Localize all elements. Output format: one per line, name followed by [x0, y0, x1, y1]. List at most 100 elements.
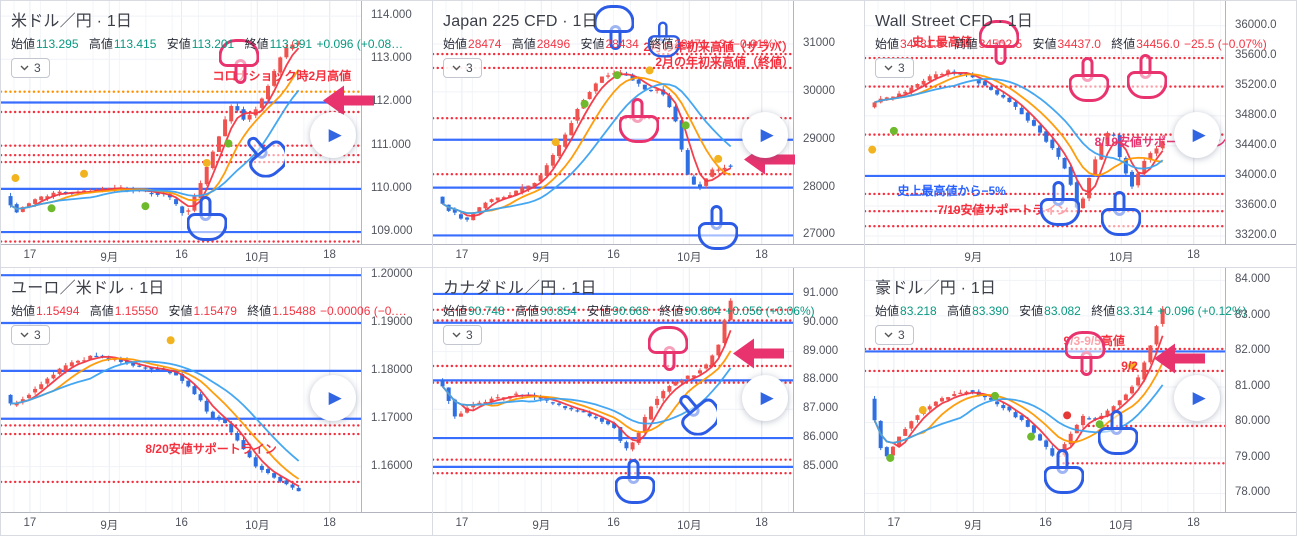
candlestick — [982, 395, 987, 398]
candlestick — [1001, 94, 1006, 98]
play-button[interactable]: ▶ — [310, 374, 357, 421]
candlestick — [20, 399, 25, 403]
candlestick — [259, 98, 264, 108]
price-tick: 1.18000 — [371, 363, 413, 376]
candlestick — [1117, 400, 1122, 406]
indicators-badge[interactable]: 3 — [875, 58, 914, 78]
time-axis[interactable]: 17 9月 16 10月 18 — [1, 512, 432, 535]
price-axis[interactable]: 31000 30000 29000 28000 27000 — [793, 1, 864, 245]
candlestick — [648, 89, 653, 92]
candlestick — [933, 401, 938, 406]
price-axis[interactable]: 1.20000 1.19000 1.18000 1.17000 1.16000 — [361, 268, 432, 513]
chart-canvas — [1, 1, 362, 245]
indicator-dot — [868, 145, 877, 154]
hand-down-stamp[interactable] — [1064, 331, 1106, 382]
hand-up-stamp[interactable] — [1126, 54, 1168, 105]
play-button[interactable]: ▶ — [310, 112, 357, 159]
candlestick — [710, 355, 715, 366]
candlestick — [82, 190, 87, 192]
time-tick: 10月 — [1109, 520, 1134, 532]
candlestick — [989, 397, 994, 400]
moving-average-line — [10, 47, 300, 210]
price-tick: 33600.0 — [1235, 198, 1277, 211]
indicator-dot — [889, 126, 898, 135]
candlestick — [946, 70, 951, 75]
chart-plot[interactable]: コロナショック時2月高値 ▶ — [1, 1, 374, 246]
candlestick — [186, 380, 191, 387]
hand-up-stamp[interactable] — [1039, 180, 1081, 231]
candlestick — [958, 392, 963, 394]
candlestick — [458, 214, 463, 219]
price-axis[interactable]: 84.000 83.000 82.000 81.000 80.000 79.000 78.0… — [1225, 268, 1296, 513]
indicators-badge[interactable]: 3 — [875, 325, 914, 345]
time-axis[interactable]: 17 9月 16 10月 18 — [433, 512, 864, 535]
thumb-up-stamp[interactable] — [245, 132, 288, 183]
chart-panel: 9/3-9/5高値9/2▶ 84.00083.00082.00081.00080… — [865, 268, 1296, 535]
candlestick — [642, 417, 647, 433]
candlestick — [1031, 120, 1036, 126]
chart-annotation: 史上最高値 — [911, 34, 972, 49]
chart-plot[interactable]: ▶ — [433, 268, 794, 513]
indicators-badge[interactable]: 3 — [11, 58, 50, 78]
play-button[interactable]: ▶ — [1174, 374, 1221, 421]
hand-up-stamp[interactable] — [1100, 190, 1142, 241]
hand-up-stamp[interactable] — [618, 98, 660, 149]
arrow-left-stamp[interactable] — [1152, 342, 1206, 381]
hand-up-stamp[interactable] — [1043, 448, 1085, 499]
candlestick — [698, 370, 703, 374]
play-icon: ▶ — [328, 125, 342, 145]
candlestick — [45, 378, 50, 384]
candlestick — [1105, 410, 1110, 416]
price-axis[interactable]: 114.000 113.000 112.000 111.000 110.000 109.0… — [361, 1, 432, 245]
play-button[interactable]: ▶ — [742, 112, 789, 159]
time-axis[interactable]: 17 9月 16 10月 18 — [865, 512, 1296, 535]
hand-down-stamp[interactable] — [978, 19, 1020, 70]
indicators-badge[interactable]: 3 — [443, 58, 482, 78]
hand-down-stamp[interactable] — [218, 39, 260, 90]
indicators-badge[interactable]: 3 — [443, 325, 482, 345]
hand-down-stamp[interactable] — [647, 326, 689, 377]
play-button[interactable]: ▶ — [1174, 112, 1221, 159]
hand-down-stamp[interactable] — [593, 5, 634, 56]
candlestick — [296, 487, 301, 492]
chevron-down-icon — [452, 65, 461, 71]
time-axis[interactable]: 17 9月 16 10月 18 — [433, 244, 864, 267]
time-axis[interactable]: 17 9月 16 10月 18 — [1, 244, 432, 267]
candlestick — [970, 390, 975, 392]
candlestick — [685, 375, 690, 379]
candlestick — [507, 195, 512, 198]
chart-plot[interactable]: 8/20安値サポートライン ▶ — [1, 268, 362, 513]
hand-up-stamp[interactable] — [1097, 409, 1139, 460]
candlestick — [51, 374, 56, 379]
candlestick — [575, 108, 580, 121]
time-tick: 17 — [455, 249, 469, 261]
arrow-left-stamp[interactable] — [321, 84, 375, 123]
candlestick — [45, 196, 50, 199]
chart-plot[interactable]: 2月の年初来高値（ザラバ）2月の年初来高値（終値）29000▶ — [433, 1, 795, 251]
hand-up-stamp[interactable] — [614, 458, 656, 509]
indicator-dot — [141, 202, 150, 211]
time-axis[interactable]: 9月 10月 18 — [865, 244, 1296, 267]
hand-up-stamp[interactable] — [647, 21, 681, 64]
indicator-dot — [714, 154, 723, 163]
hand-up-stamp[interactable] — [697, 205, 739, 256]
hand-up-stamp[interactable] — [186, 195, 228, 246]
play-button[interactable]: ▶ — [742, 374, 789, 421]
hand-up-stamp[interactable] — [1068, 56, 1110, 107]
candlestick — [728, 165, 733, 167]
price-axis[interactable]: 36000.0 35600.0 35200.0 34800.0 34400.0 34000… — [1225, 1, 1296, 245]
chart-plot[interactable]: 9/3-9/5高値9/2▶ — [865, 268, 1226, 513]
candlestick — [679, 120, 684, 150]
price-axis[interactable]: 91.000 90.000 89.000 88.000 87.000 86.000 85.0… — [793, 268, 864, 513]
candlestick — [544, 399, 549, 401]
arrow-left-stamp[interactable] — [731, 337, 785, 376]
candlestick — [722, 320, 727, 344]
thumb-up-stamp[interactable] — [677, 390, 720, 441]
moving-average-line — [441, 367, 732, 425]
indicators-badge[interactable]: 3 — [11, 325, 50, 345]
candlestick — [691, 375, 696, 378]
chart-plot[interactable]: 史上最高値 8/19安値サポートライン 史上最高値から−5% 7/19安値サポートライ… — [865, 1, 1226, 245]
candlestick — [995, 401, 1000, 405]
time-tick: 9月 — [100, 252, 119, 264]
candlestick — [88, 355, 93, 360]
